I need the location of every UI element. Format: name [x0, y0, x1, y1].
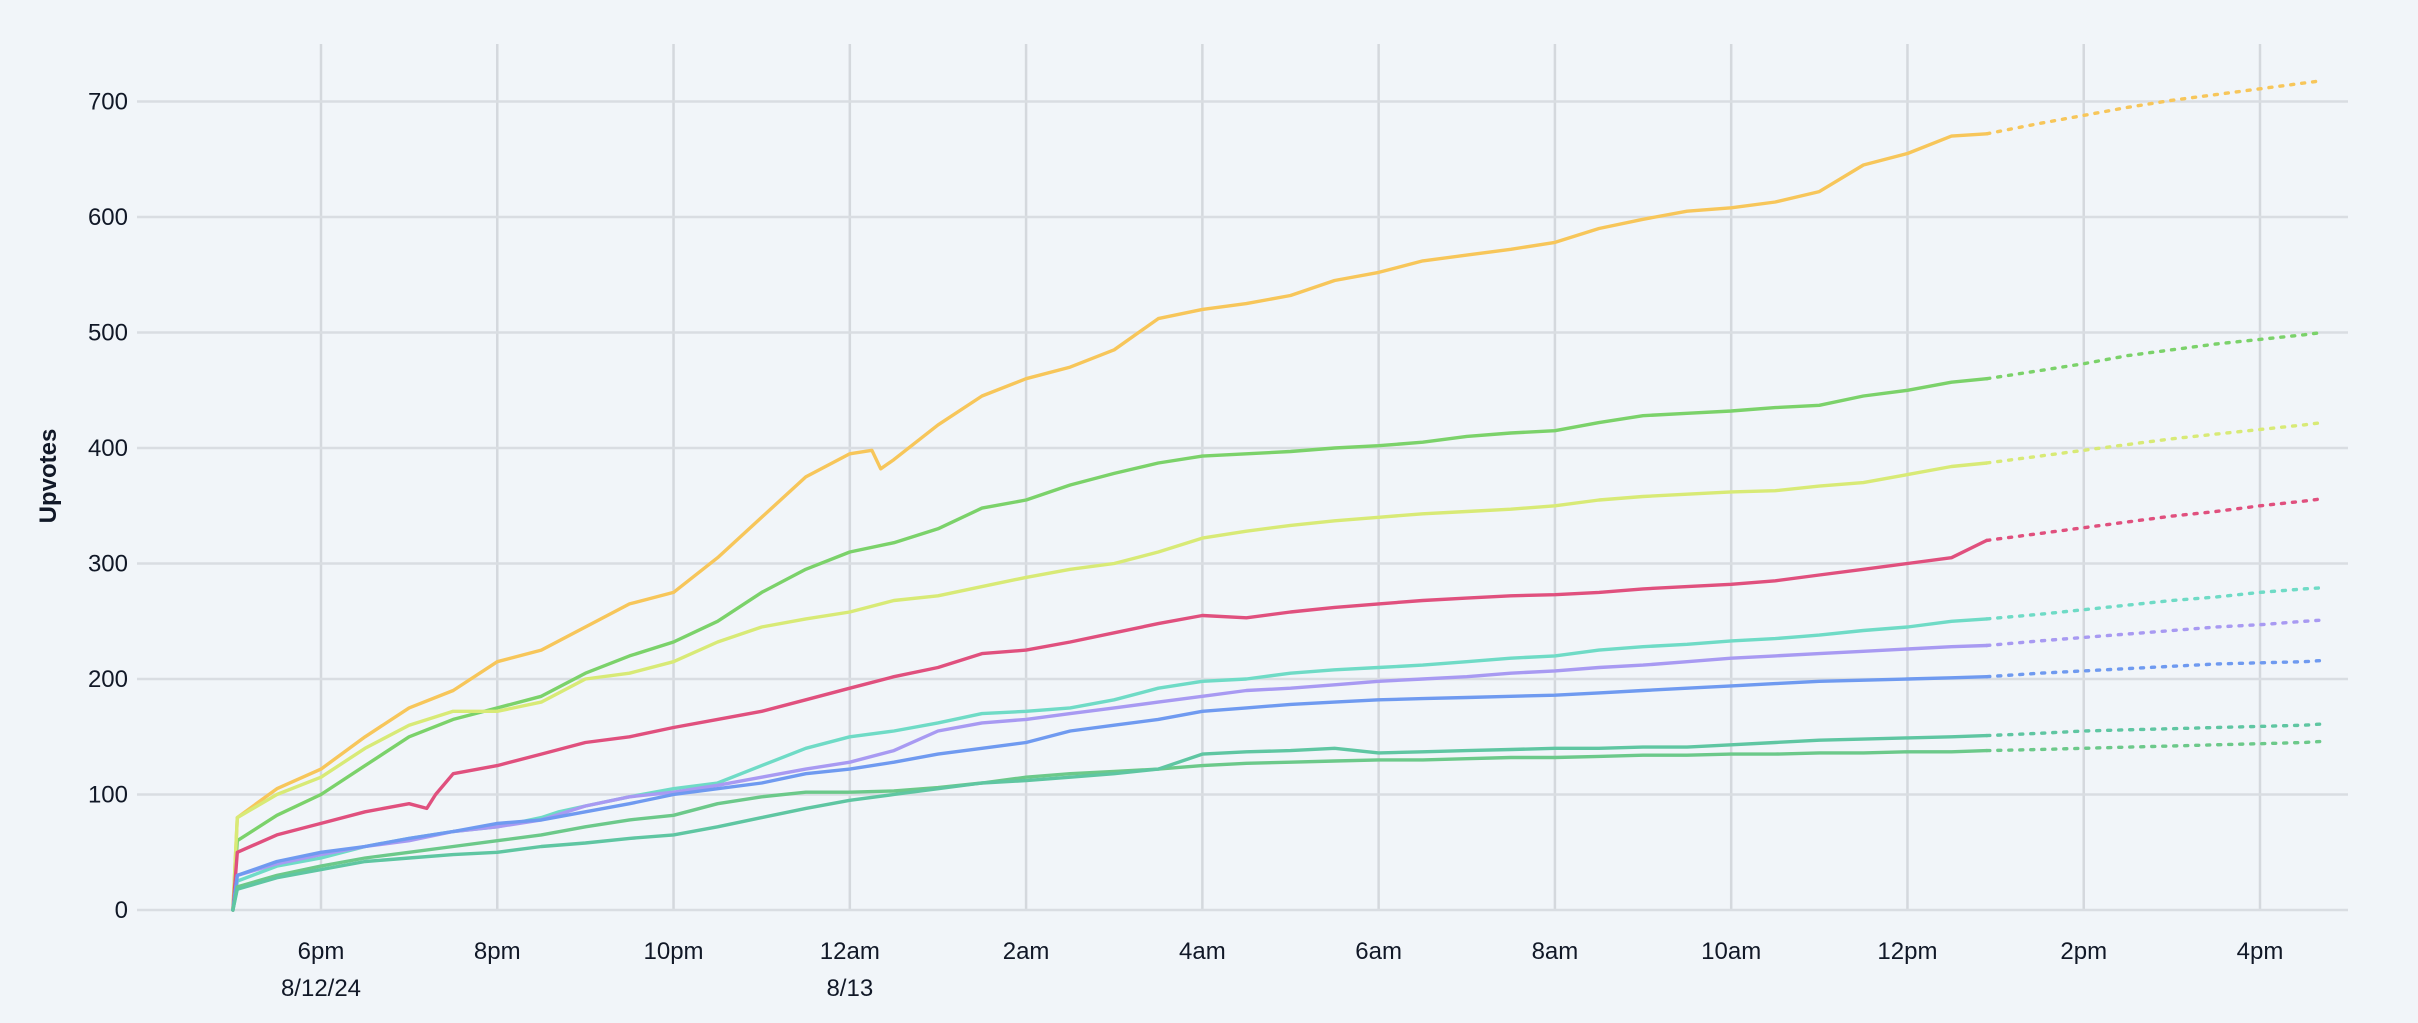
x-tick-label: 8pm — [474, 938, 521, 965]
y-tick-label: 400 — [88, 435, 128, 462]
x-tick-label: 10am — [1701, 938, 1761, 965]
y-axis-ticks: 0 100 200 300 400 500 600 700 — [88, 89, 128, 925]
y-tick-label: 200 — [88, 666, 128, 693]
x-tick-label: 12am — [820, 938, 880, 965]
y-tick-label: 600 — [88, 204, 128, 231]
x-tick-label: 6am — [1355, 938, 1402, 965]
series-projection-1 — [1985, 79, 2324, 136]
x-tick-label: 4pm — [2237, 938, 2284, 965]
series-projection-5 — [1985, 586, 2324, 621]
series-line-1 — [231, 132, 1989, 912]
x-tick-sublabel: 8/13 — [826, 975, 873, 1002]
series-line-6 — [231, 643, 1989, 912]
y-tick-label: 700 — [88, 89, 128, 116]
series-projection-8 — [1985, 739, 2324, 753]
series-line-3 — [231, 461, 1989, 912]
y-tick-label: 500 — [88, 320, 128, 347]
y-tick-label: 100 — [88, 782, 128, 809]
x-axis-ticks: 6pm 8/12/24 8pm 10pm 12am 8/13 2am 4am 6am 8am 10a… — [281, 938, 2283, 1002]
y-tick-label: 300 — [88, 551, 128, 578]
x-tick-label: 2am — [1003, 938, 1050, 965]
series-line-4 — [231, 538, 1989, 912]
grid — [137, 44, 2348, 912]
series-projection-4 — [1985, 497, 2324, 543]
series-line-9 — [231, 733, 1989, 912]
y-tick-label: 0 — [115, 897, 128, 924]
series-lines — [231, 79, 2324, 912]
x-tick-label: 12pm — [1877, 938, 1937, 965]
series-projection-6 — [1985, 618, 2324, 648]
series-projection-9 — [1985, 722, 2324, 738]
series-projection-2 — [1985, 330, 2324, 381]
x-tick-label: 10pm — [644, 938, 704, 965]
series-projection-3 — [1985, 420, 2324, 465]
series-line-8 — [231, 748, 1989, 912]
series-line-2 — [231, 377, 1989, 912]
x-tick-label: 6pm — [298, 938, 345, 965]
y-axis-title: Upvotes — [35, 429, 62, 524]
x-tick-label: 8am — [1532, 938, 1579, 965]
x-tick-sublabel: 8/12/24 — [281, 975, 361, 1002]
series-projection-7 — [1985, 658, 2324, 679]
series-line-7 — [231, 675, 1989, 912]
x-tick-label: 2pm — [2060, 938, 2107, 965]
x-tick-label: 4am — [1179, 938, 1226, 965]
